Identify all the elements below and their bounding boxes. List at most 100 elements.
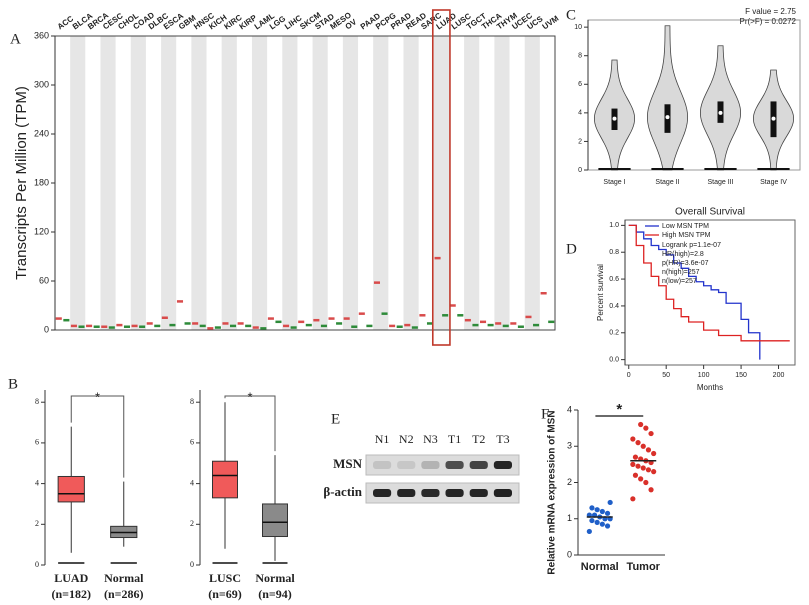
band (373, 461, 392, 469)
y-tick-label: 360 (34, 30, 49, 40)
point (648, 430, 654, 437)
y-tick-label: 4 (35, 478, 39, 487)
lane-label: N1 (375, 432, 390, 446)
point (638, 476, 644, 482)
median (665, 115, 670, 120)
stripe (251, 36, 268, 330)
row-label: MSN (333, 456, 363, 471)
point (648, 487, 654, 493)
panel-label: F (541, 406, 549, 422)
blot-strip (365, 454, 520, 476)
y-tick-label: 240 (34, 128, 49, 138)
point (643, 479, 649, 486)
point (640, 443, 646, 449)
point (586, 528, 592, 535)
panel-label: C (566, 7, 576, 23)
point (599, 521, 605, 527)
category-label: UVM (541, 14, 561, 32)
y-tick-label: 0.4 (609, 303, 619, 310)
y-tick-label: 8 (190, 397, 194, 406)
y-tick-label: 0 (35, 560, 39, 569)
y-tick-label: 4 (578, 110, 582, 117)
significance: * (247, 389, 252, 404)
band (445, 489, 464, 497)
lane-label: T2 (472, 432, 485, 446)
stripe (342, 36, 359, 330)
lane-label: N3 (423, 432, 438, 446)
point (589, 517, 595, 524)
category-label: LUAD (54, 571, 88, 585)
annotation: Logrank p=1.1e-07 (662, 242, 721, 249)
category-label: Normal (581, 561, 619, 573)
point (589, 505, 595, 511)
point (645, 447, 652, 453)
plot-frame (54, 35, 556, 331)
band (469, 461, 488, 469)
point (651, 450, 657, 457)
category-label: Normal (255, 571, 295, 585)
point (651, 469, 657, 475)
category-label: Normal (104, 571, 144, 585)
x-axis-label: Months (697, 383, 723, 392)
x-tick-label: 150 (735, 372, 747, 379)
survival-curve (628, 224, 761, 360)
point (630, 496, 636, 502)
band (397, 461, 416, 469)
panel-label: A (10, 31, 21, 47)
band (397, 489, 416, 497)
survival-curve (628, 224, 790, 342)
median (718, 110, 723, 115)
category-label: Stage I (603, 179, 625, 186)
x-tick-label: 200 (773, 372, 785, 379)
point (640, 465, 646, 471)
lane-label: T3 (496, 432, 509, 446)
point (630, 436, 636, 442)
stripe (464, 36, 480, 330)
chart-title: Overall Survival (675, 207, 745, 218)
y-tick-label: 6 (190, 438, 194, 447)
y-tick-label: 2 (190, 519, 194, 528)
point (594, 519, 600, 525)
stripe (70, 36, 86, 330)
y-tick-label: 6 (35, 438, 39, 447)
point (643, 425, 649, 431)
point (630, 461, 636, 467)
y-tick-label: 0.8 (609, 249, 619, 256)
bracket (224, 395, 276, 452)
n-label: (n=94) (258, 587, 292, 601)
y-tick-label: 60 (39, 275, 49, 285)
significance: * (95, 389, 100, 404)
y-tick-label: 8 (35, 397, 39, 406)
stripe (524, 36, 540, 330)
y-tick-label: 120 (34, 226, 49, 236)
band (493, 461, 512, 469)
y-tick-label: 2 (578, 138, 582, 145)
y-axis-label: Transcripts Per Million (TPM) (13, 86, 30, 280)
stripe (100, 36, 116, 330)
panel-label: D (566, 241, 577, 257)
annotation: n(high)=257 (662, 269, 700, 276)
y-tick-label: 2 (35, 519, 39, 528)
n-label: (n=182) (51, 587, 91, 601)
panel-label: B (8, 376, 18, 392)
y-axis-label: Percent survival (596, 264, 605, 321)
band (469, 489, 488, 497)
stripe (191, 36, 207, 330)
annotation: n(low)=257 (662, 278, 697, 285)
y-tick-label: 1.0 (609, 222, 619, 229)
category-label: LUSC (209, 571, 241, 585)
y-tick-label: 3 (567, 441, 572, 451)
y-tick-label: 6 (578, 81, 582, 88)
y-tick-label: 2 (567, 477, 572, 487)
highlight-box (431, 9, 451, 346)
point (638, 421, 644, 428)
annotation: Pr(>F) = 0.0272 (740, 17, 797, 26)
y-tick-label: 0 (190, 560, 194, 569)
point (635, 440, 641, 446)
band (445, 461, 464, 469)
point (645, 467, 652, 473)
point (632, 472, 639, 478)
point (594, 507, 600, 513)
bracket (70, 395, 125, 478)
y-tick-label: 300 (34, 79, 49, 89)
